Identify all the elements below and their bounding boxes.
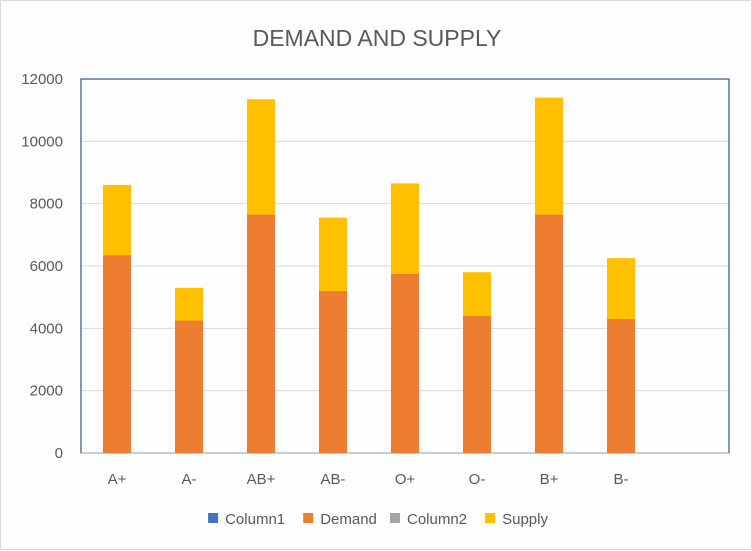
x-tick-label: A- [182, 471, 197, 488]
y-axis-ticks: 0 2000 4000 6000 8000 10000 12000 [21, 71, 63, 462]
bar-demand-A+ [102, 255, 132, 453]
bar-demand-AB+ [246, 214, 276, 453]
x-axis-ticks: A+ A- AB+ AB- O+ O- B+ B- [108, 471, 629, 488]
bar-supply-B- [606, 258, 636, 319]
chart-title: DEMAND AND SUPPLY [253, 25, 502, 51]
bar-supply-O+ [390, 183, 420, 274]
bar-demand-AB- [318, 290, 348, 453]
legend-label: Column1 [225, 511, 285, 528]
x-tick-label: B+ [540, 471, 559, 488]
bar-demand-B+ [534, 214, 564, 453]
bar-demand-A- [174, 320, 204, 453]
bar-demand-O+ [390, 273, 420, 453]
legend-label: Supply [502, 511, 548, 528]
y-tick-label: 2000 [30, 383, 63, 400]
bar-supply-AB+ [246, 99, 276, 215]
y-tick-label: 6000 [30, 258, 63, 275]
bar-supply-AB- [318, 217, 348, 291]
x-tick-label: B- [614, 471, 629, 488]
bar-supply-A- [174, 287, 204, 321]
bar-demand-O- [462, 315, 492, 453]
y-tick-label: 10000 [21, 133, 63, 150]
legend-swatch [485, 513, 496, 523]
bar-supply-A+ [102, 184, 132, 256]
x-tick-label: O- [469, 471, 486, 488]
legend: Column1 Demand Column2 Supply [208, 511, 548, 528]
bar-demand-B- [606, 318, 636, 453]
legend-label: Demand [320, 511, 377, 528]
y-tick-label: 12000 [21, 71, 63, 88]
legend-label: Column2 [407, 511, 467, 528]
bar-supply-B+ [534, 97, 564, 215]
y-tick-label: 8000 [30, 196, 63, 213]
legend-swatch [208, 513, 219, 523]
y-tick-label: 4000 [30, 320, 63, 337]
legend-swatch [390, 513, 400, 523]
x-tick-label: A+ [108, 471, 127, 488]
bars [102, 97, 636, 453]
x-tick-label: AB- [320, 471, 345, 488]
x-tick-label: AB+ [247, 471, 276, 488]
y-tick-label: 0 [55, 445, 63, 462]
bar-supply-O- [462, 272, 492, 316]
legend-swatch [303, 513, 314, 523]
x-tick-label: O+ [395, 471, 416, 488]
